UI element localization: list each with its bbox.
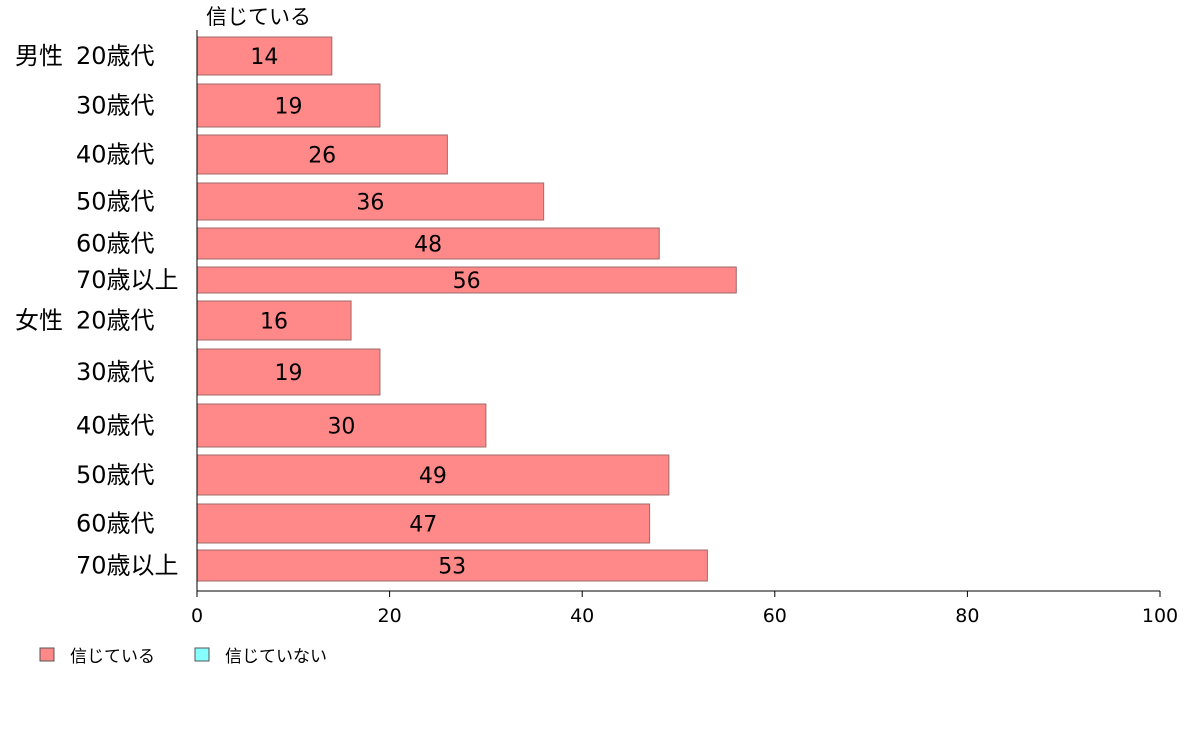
bar-value-label: 47: [409, 513, 437, 538]
category-label: 60歳代: [76, 230, 155, 258]
bar: [196, 36, 333, 76]
category-label: 60歳代: [76, 510, 155, 538]
category-label: 20歳代: [76, 42, 155, 70]
category-label: 30歳代: [76, 92, 155, 120]
bar-value-label: 56: [453, 269, 481, 294]
category-label: 30歳代: [76, 358, 155, 386]
bar-value-label: 19: [274, 95, 302, 120]
bar: [196, 300, 352, 341]
x-tick-label: 0: [191, 605, 203, 627]
x-tick-label: 80: [955, 605, 979, 627]
bar: [196, 134, 448, 175]
bar-value-label: 16: [260, 310, 288, 335]
bar: [196, 549, 708, 582]
legend: 信じている 信じていない: [39, 647, 327, 667]
x-tick-label: 40: [570, 605, 594, 627]
legend-swatch: [39, 647, 55, 662]
category-label: 70歳以上: [76, 552, 179, 580]
bar: [196, 503, 651, 544]
category-label: 40歳代: [76, 141, 155, 169]
x-tick-label: 100: [1142, 605, 1178, 627]
bar-value-label: 36: [356, 191, 384, 216]
legend-label: 信じていない: [225, 647, 327, 667]
bar-value-label: 14: [250, 45, 278, 70]
x-axis: 0 20 40 60 80 100: [191, 30, 1178, 627]
x-tick-label: 20: [378, 605, 402, 627]
category-label: 20歳代: [76, 307, 155, 335]
bar: [196, 454, 670, 496]
bar-value-label: 19: [274, 361, 302, 386]
group-label: 女性: [15, 307, 63, 335]
bar-value-label: 48: [414, 233, 442, 258]
bar-value-label: 49: [419, 464, 447, 489]
legend-label: 信じている: [70, 647, 155, 667]
bar: [196, 227, 660, 260]
legend-swatch: [194, 647, 210, 662]
bar-value-label: 30: [327, 415, 355, 440]
bar: [196, 83, 381, 128]
category-labels: 20歳代男性30歳代40歳代50歳代60歳代70歳以上20歳代女性30歳代40歳…: [15, 42, 179, 580]
category-label: 70歳以上: [76, 266, 179, 294]
bar-value-label: 26: [308, 144, 336, 169]
group-label: 男性: [15, 42, 63, 70]
category-label: 40歳代: [76, 412, 155, 440]
bar-value-label: 53: [438, 555, 466, 580]
x-tick-label: 60: [763, 605, 787, 627]
category-label: 50歳代: [76, 188, 155, 216]
bar: [196, 182, 545, 221]
category-label: 50歳代: [76, 461, 155, 489]
column-header: 信じている: [206, 5, 311, 29]
